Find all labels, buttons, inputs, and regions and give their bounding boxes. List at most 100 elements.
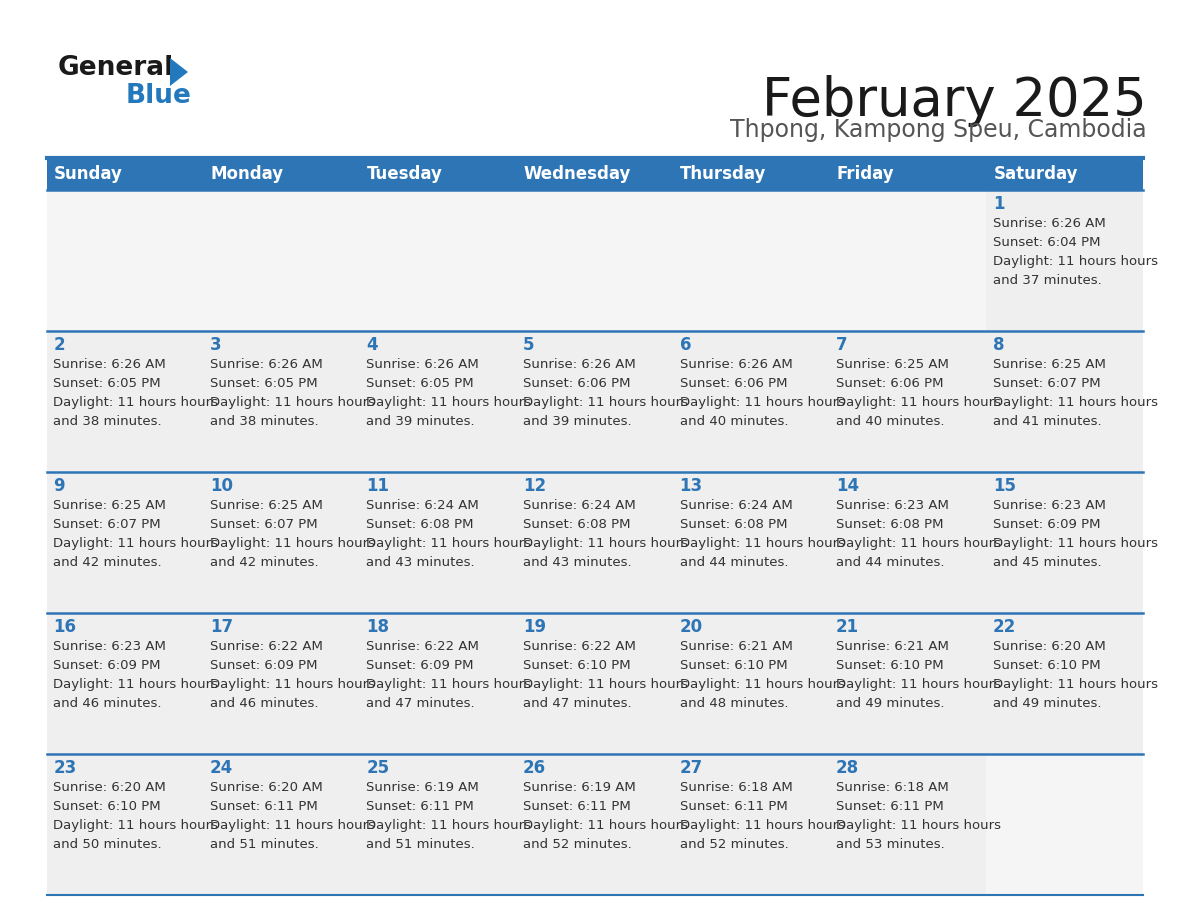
Text: Sunset: 6:06 PM: Sunset: 6:06 PM [523, 377, 631, 390]
Bar [48, 190, 203, 331]
Text: Sunrise: 6:19 AM: Sunrise: 6:19 AM [366, 781, 479, 794]
Text: Sunrise: 6:20 AM: Sunrise: 6:20 AM [210, 781, 323, 794]
Text: and 43 minutes.: and 43 minutes. [366, 556, 475, 569]
Text: Daylight: 11 hours hours: Daylight: 11 hours hours [680, 819, 845, 832]
Text: Daylight: 11 hours hours: Daylight: 11 hours hours [366, 819, 531, 832]
Text: 19: 19 [523, 618, 546, 636]
Text: Sunrise: 6:23 AM: Sunrise: 6:23 AM [53, 640, 166, 653]
Text: and 52 minutes.: and 52 minutes. [680, 838, 789, 851]
Bar [48, 158, 1143, 190]
Text: Sunrise: 6:25 AM: Sunrise: 6:25 AM [210, 499, 323, 512]
Text: 5: 5 [523, 336, 535, 354]
Text: Wednesday: Wednesday [524, 165, 631, 183]
Text: Daylight: 11 hours hours: Daylight: 11 hours hours [993, 396, 1157, 409]
Bar [517, 754, 674, 895]
Text: Daylight: 11 hours hours: Daylight: 11 hours hours [836, 819, 1001, 832]
Text: Sunset: 6:09 PM: Sunset: 6:09 PM [366, 659, 474, 672]
Text: Sunrise: 6:24 AM: Sunrise: 6:24 AM [366, 499, 479, 512]
Text: Sunset: 6:09 PM: Sunset: 6:09 PM [53, 659, 160, 672]
Text: Sunset: 6:10 PM: Sunset: 6:10 PM [523, 659, 631, 672]
Text: Daylight: 11 hours hours: Daylight: 11 hours hours [993, 537, 1157, 550]
Text: and 38 minutes.: and 38 minutes. [53, 415, 162, 428]
Text: Sunset: 6:08 PM: Sunset: 6:08 PM [523, 518, 631, 531]
Text: Sunset: 6:07 PM: Sunset: 6:07 PM [210, 518, 317, 531]
Text: and 47 minutes.: and 47 minutes. [523, 697, 632, 710]
Text: and 39 minutes.: and 39 minutes. [523, 415, 632, 428]
Text: Sunset: 6:10 PM: Sunset: 6:10 PM [53, 800, 160, 813]
Bar [48, 472, 203, 613]
Text: 23: 23 [53, 759, 76, 777]
Text: Sunset: 6:07 PM: Sunset: 6:07 PM [53, 518, 160, 531]
Text: Sunrise: 6:24 AM: Sunrise: 6:24 AM [680, 499, 792, 512]
Text: Friday: Friday [836, 165, 895, 183]
Text: Sunrise: 6:22 AM: Sunrise: 6:22 AM [366, 640, 479, 653]
Text: 17: 17 [210, 618, 233, 636]
Text: and 43 minutes.: and 43 minutes. [523, 556, 632, 569]
Text: 14: 14 [836, 477, 859, 495]
Text: and 37 minutes.: and 37 minutes. [993, 274, 1101, 287]
Text: 6: 6 [680, 336, 691, 354]
Bar [674, 754, 830, 895]
Text: and 49 minutes.: and 49 minutes. [836, 697, 944, 710]
Text: Sunrise: 6:25 AM: Sunrise: 6:25 AM [836, 358, 949, 371]
Text: Daylight: 11 hours hours: Daylight: 11 hours hours [680, 396, 845, 409]
Text: Sunrise: 6:20 AM: Sunrise: 6:20 AM [993, 640, 1106, 653]
Text: and 46 minutes.: and 46 minutes. [53, 697, 162, 710]
Text: Daylight: 11 hours hours: Daylight: 11 hours hours [366, 396, 531, 409]
Text: and 40 minutes.: and 40 minutes. [836, 415, 944, 428]
Text: Daylight: 11 hours hours: Daylight: 11 hours hours [210, 537, 375, 550]
Bar [986, 613, 1143, 754]
Text: Daylight: 11 hours hours: Daylight: 11 hours hours [680, 678, 845, 691]
Text: 7: 7 [836, 336, 848, 354]
Text: and 51 minutes.: and 51 minutes. [366, 838, 475, 851]
Text: Daylight: 11 hours hours: Daylight: 11 hours hours [366, 678, 531, 691]
Text: 12: 12 [523, 477, 546, 495]
Bar [986, 190, 1143, 331]
Text: Sunset: 6:08 PM: Sunset: 6:08 PM [366, 518, 474, 531]
Text: Sunrise: 6:18 AM: Sunrise: 6:18 AM [680, 781, 792, 794]
Text: Daylight: 11 hours hours: Daylight: 11 hours hours [523, 396, 688, 409]
Text: Sunset: 6:05 PM: Sunset: 6:05 PM [53, 377, 160, 390]
Text: Sunrise: 6:26 AM: Sunrise: 6:26 AM [53, 358, 166, 371]
Text: Sunset: 6:08 PM: Sunset: 6:08 PM [680, 518, 786, 531]
Polygon shape [170, 58, 188, 86]
Text: Sunrise: 6:26 AM: Sunrise: 6:26 AM [993, 217, 1106, 230]
Text: Sunrise: 6:25 AM: Sunrise: 6:25 AM [993, 358, 1106, 371]
Text: Daylight: 11 hours hours: Daylight: 11 hours hours [366, 537, 531, 550]
Text: Daylight: 11 hours hours: Daylight: 11 hours hours [53, 678, 219, 691]
Text: Sunrise: 6:20 AM: Sunrise: 6:20 AM [53, 781, 166, 794]
Text: Sunrise: 6:24 AM: Sunrise: 6:24 AM [523, 499, 636, 512]
Text: Sunrise: 6:25 AM: Sunrise: 6:25 AM [53, 499, 166, 512]
Text: Thpong, Kampong Speu, Cambodia: Thpong, Kampong Speu, Cambodia [729, 118, 1146, 142]
Bar [203, 331, 360, 472]
Text: and 46 minutes.: and 46 minutes. [210, 697, 318, 710]
Text: and 51 minutes.: and 51 minutes. [210, 838, 318, 851]
Text: Sunset: 6:10 PM: Sunset: 6:10 PM [680, 659, 788, 672]
Text: Sunrise: 6:23 AM: Sunrise: 6:23 AM [993, 499, 1106, 512]
Bar [830, 472, 986, 613]
Bar [360, 190, 517, 331]
Text: Daylight: 11 hours hours: Daylight: 11 hours hours [53, 819, 219, 832]
Text: and 48 minutes.: and 48 minutes. [680, 697, 788, 710]
Bar [360, 331, 517, 472]
Text: and 52 minutes.: and 52 minutes. [523, 838, 632, 851]
Text: 3: 3 [210, 336, 221, 354]
Text: Sunday: Sunday [53, 165, 122, 183]
Text: and 40 minutes.: and 40 minutes. [680, 415, 788, 428]
Text: 21: 21 [836, 618, 859, 636]
Text: and 44 minutes.: and 44 minutes. [680, 556, 788, 569]
Bar [986, 331, 1143, 472]
Text: 8: 8 [993, 336, 1004, 354]
Text: 11: 11 [366, 477, 390, 495]
Bar [360, 754, 517, 895]
Text: Sunset: 6:11 PM: Sunset: 6:11 PM [210, 800, 317, 813]
Bar [830, 613, 986, 754]
Text: Sunrise: 6:19 AM: Sunrise: 6:19 AM [523, 781, 636, 794]
Text: 18: 18 [366, 618, 390, 636]
Text: Sunrise: 6:26 AM: Sunrise: 6:26 AM [680, 358, 792, 371]
Text: Sunset: 6:09 PM: Sunset: 6:09 PM [993, 518, 1100, 531]
Text: Sunset: 6:10 PM: Sunset: 6:10 PM [993, 659, 1100, 672]
Text: 4: 4 [366, 336, 378, 354]
Text: Daylight: 11 hours hours: Daylight: 11 hours hours [836, 678, 1001, 691]
Text: Sunrise: 6:26 AM: Sunrise: 6:26 AM [210, 358, 323, 371]
